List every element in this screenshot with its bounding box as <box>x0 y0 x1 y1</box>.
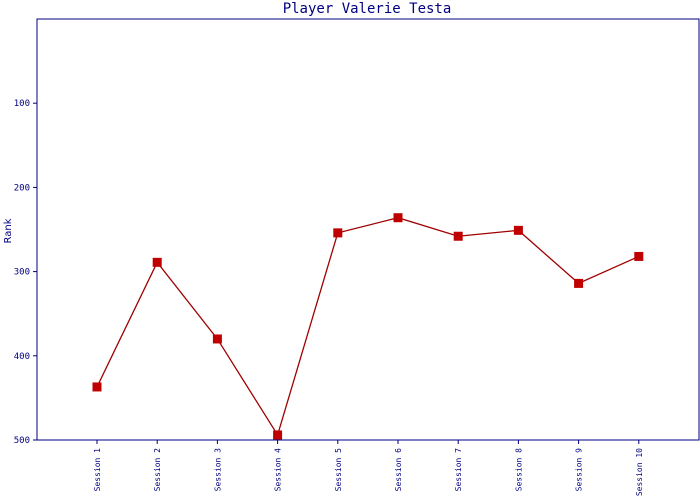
x-tick-label: Session 8 <box>514 448 523 492</box>
data-point-marker <box>393 213 403 223</box>
x-tick-label: Session 2 <box>153 448 162 492</box>
y-tick-label: 400 <box>14 352 30 362</box>
data-point-marker <box>92 382 102 392</box>
x-tick-label: Session 1 <box>93 448 102 492</box>
x-tick-label: Session 3 <box>213 448 222 492</box>
data-point-marker <box>574 278 584 288</box>
data-point-marker <box>152 257 162 267</box>
x-tick-label: Session 5 <box>334 448 343 492</box>
data-point-marker <box>513 225 523 235</box>
data-point-marker <box>634 251 644 261</box>
data-point-marker <box>333 228 343 238</box>
y-axis-ticks: 100 200 300 400 500 <box>14 99 37 446</box>
data-point-marker <box>273 430 283 440</box>
y-axis-label: Rank <box>3 218 14 243</box>
x-tick-label: Session 4 <box>274 448 283 492</box>
y-tick-label: 500 <box>14 436 30 446</box>
chart-title: Player Valerie Testa <box>283 1 452 17</box>
x-tick-label: Session 9 <box>575 448 584 492</box>
x-axis-ticks: Session 1 Session 2 Session 3 Session 4 Sess… <box>93 440 644 496</box>
x-tick-label: Session 7 <box>454 448 463 492</box>
plot-area-frame <box>36 18 700 441</box>
rank-series-line <box>96 217 640 437</box>
data-point-marker <box>212 334 222 344</box>
y-tick-label: 200 <box>14 183 30 193</box>
x-tick-label: Session 10 <box>635 448 644 496</box>
rank-series-markers <box>92 213 644 440</box>
data-point-marker <box>453 231 463 241</box>
y-tick-label: 300 <box>14 268 30 278</box>
y-tick-label: 100 <box>14 99 30 109</box>
x-tick-label: Session 6 <box>394 448 403 492</box>
